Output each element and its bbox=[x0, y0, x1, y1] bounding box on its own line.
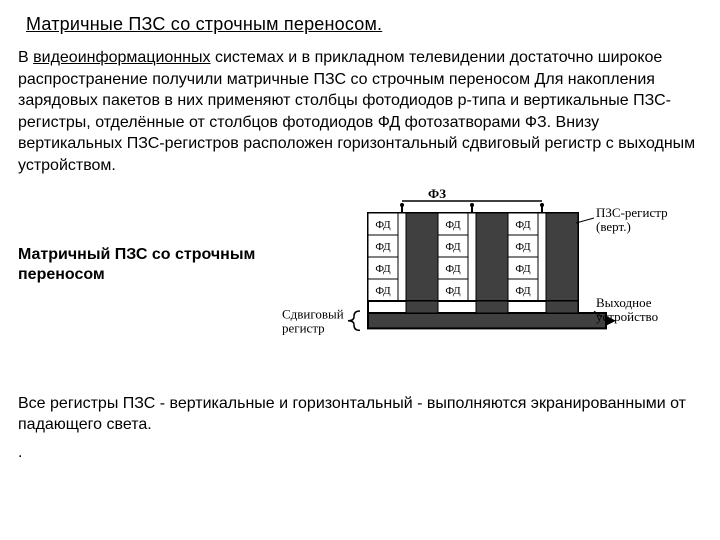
svg-text:ФД: ФД bbox=[515, 285, 531, 297]
svg-text:регистр: регистр bbox=[282, 320, 325, 335]
svg-text:устройство: устройство bbox=[596, 309, 658, 324]
para1-post: системах и в прикладном телевидении дост… bbox=[18, 49, 695, 174]
svg-text:ФД: ФД bbox=[375, 263, 391, 275]
paragraph-2: Все регистры ПЗС - вертикальные и горизо… bbox=[18, 393, 702, 436]
svg-text:ПЗС-регистр: ПЗС-регистр bbox=[596, 205, 668, 220]
ccd-diagram: ФД ФД ФД ФД ФД ФД ФД ФД ФД ФД ФД ФД ФЗ ПЗС-регистр(ве… bbox=[278, 185, 678, 375]
svg-text:ФД: ФД bbox=[515, 219, 531, 231]
svg-text:ФД: ФД bbox=[445, 241, 461, 253]
trailing-dot: . bbox=[18, 444, 702, 462]
figure-caption: Матричный ПЗС со строчным переносом bbox=[18, 245, 278, 287]
page-title: Матричные ПЗС со строчным переносом. bbox=[26, 14, 702, 35]
svg-text:ФД: ФД bbox=[515, 241, 531, 253]
svg-text:ФД: ФД bbox=[445, 285, 461, 297]
svg-text:ФД: ФД bbox=[445, 219, 461, 231]
svg-text:Сдвиговый: Сдвиговый bbox=[282, 306, 344, 321]
svg-text:ФД: ФД bbox=[375, 219, 391, 231]
svg-text:ФД: ФД bbox=[515, 263, 531, 275]
svg-text:Выходное: Выходное bbox=[596, 295, 652, 310]
svg-text:ФЗ: ФЗ bbox=[428, 186, 446, 201]
svg-text:ФД: ФД bbox=[375, 241, 391, 253]
para1-underline: видеоинформационных bbox=[33, 49, 210, 66]
svg-text:(верт.): (верт.) bbox=[596, 219, 631, 234]
para1-pre: В bbox=[18, 49, 33, 66]
svg-text:ФД: ФД bbox=[445, 263, 461, 275]
svg-text:ФД: ФД bbox=[375, 285, 391, 297]
paragraph-1: В видеоинформационных системах и в прикл… bbox=[18, 47, 702, 177]
